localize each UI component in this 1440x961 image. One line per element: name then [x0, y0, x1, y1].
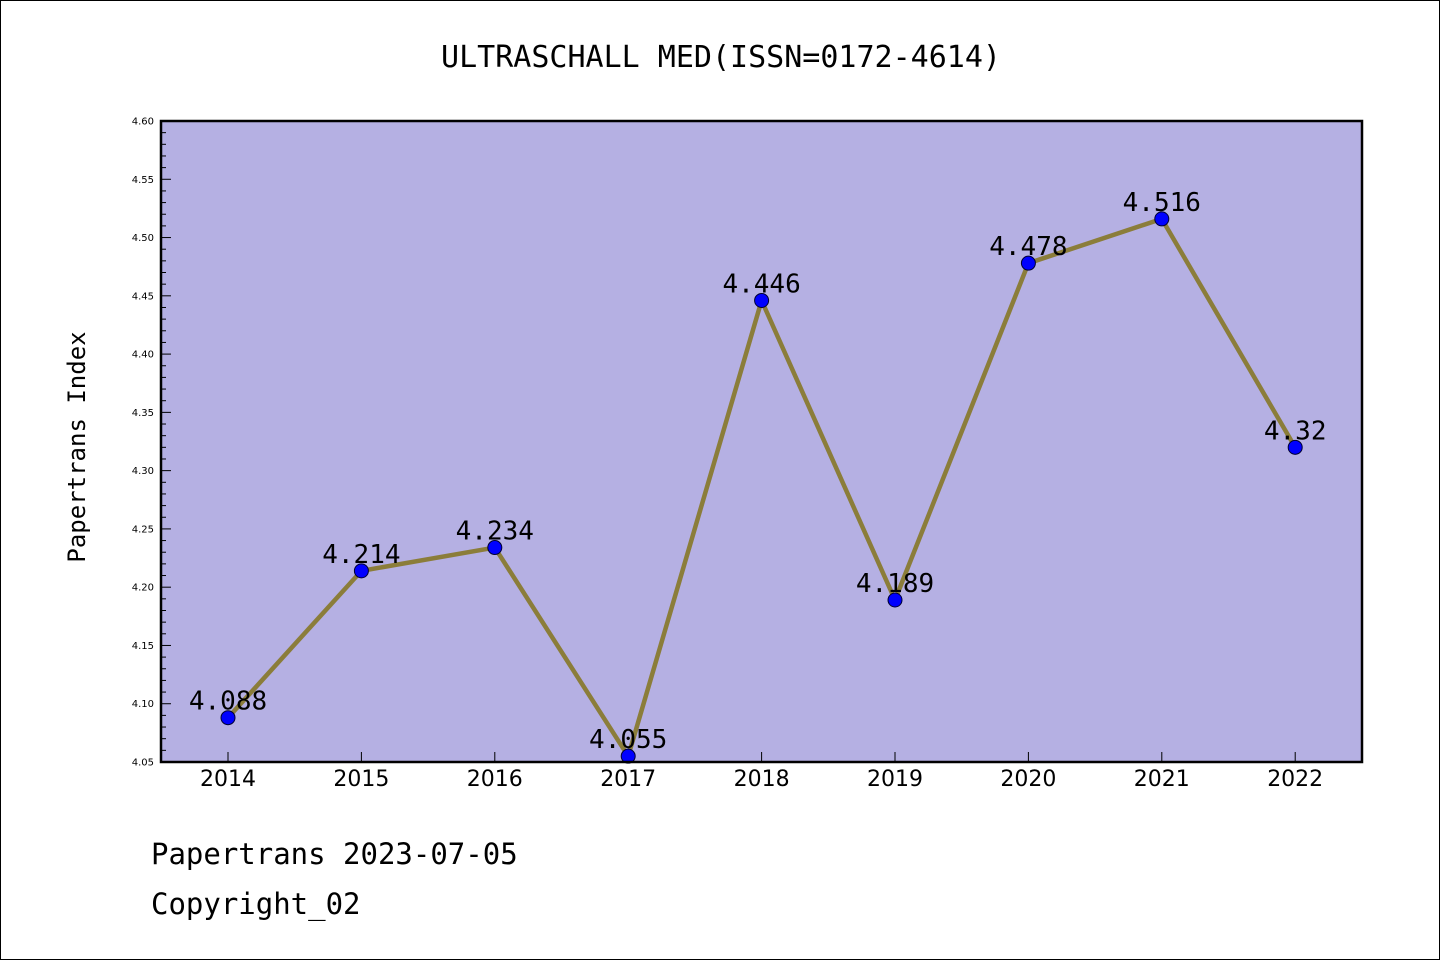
- footer-date: Papertrans 2023-07-05: [151, 837, 518, 871]
- data-point: [1020, 255, 1036, 271]
- data-label: 4.055: [589, 725, 667, 755]
- x-tick-label: 2019: [867, 767, 923, 792]
- x-tick-label: 2018: [734, 767, 790, 792]
- data-point: [487, 540, 503, 556]
- data-label: 4.088: [189, 687, 267, 717]
- y-tick-label: 4.15: [132, 641, 154, 652]
- y-tick-label: 4.60: [132, 117, 154, 128]
- x-tick-label: 2021: [1134, 767, 1190, 792]
- y-tick-label: 4.25: [132, 524, 154, 535]
- y-tick-label: 4.10: [132, 699, 154, 710]
- y-tick-label: 4.35: [132, 408, 154, 419]
- y-axis-ticks: 4.05 4.10 4.15 4.20 4.25 4.30 4.35 4.40 4.45 4.50…: [132, 117, 171, 769]
- y-tick-label: 4.20: [132, 583, 154, 594]
- data-label: 4.32: [1264, 416, 1327, 446]
- data-label: 4.214: [322, 540, 400, 570]
- data-label: 4.189: [856, 569, 934, 599]
- y-tick-label: 4.55: [132, 175, 154, 186]
- y-tick-label: 4.45: [132, 291, 154, 302]
- data-label: 4.234: [456, 517, 534, 547]
- data-point: [220, 710, 236, 726]
- data-point: [1154, 211, 1170, 227]
- data-label: 4.446: [722, 269, 800, 299]
- data-label: 4.516: [1123, 188, 1201, 218]
- y-tick-label: 4.50: [132, 233, 154, 244]
- x-tick-label: 2014: [200, 767, 256, 792]
- data-label: 4.478: [989, 232, 1067, 262]
- data-points: [220, 211, 1303, 764]
- plot-frame: [159, 119, 1364, 764]
- data-point: [754, 292, 770, 308]
- chart-title: ULTRASCHALL MED(ISSN=0172-4614): [441, 40, 1001, 75]
- plot-area: [161, 121, 1362, 762]
- x-axis-ticks: 2014 2015 2016 2017 2018 2019 2020 2021 2022: [200, 752, 1323, 792]
- x-tick-label: 2016: [467, 767, 523, 792]
- y-axis-label: Papertrans Index: [63, 331, 91, 562]
- x-tick-label: 2015: [333, 767, 389, 792]
- y-tick-label: 4.05: [132, 758, 154, 769]
- x-tick-label: 2022: [1267, 767, 1323, 792]
- y-tick-label: 4.30: [132, 466, 154, 477]
- data-point: [887, 592, 903, 608]
- x-tick-label: 2020: [1000, 767, 1056, 792]
- data-point: [353, 563, 369, 579]
- y-tick-label: 4.40: [132, 350, 154, 361]
- data-point: [1287, 439, 1303, 455]
- data-labels: 4.088 4.214 4.234 4.055 4.446 4.189 4.478 4.516…: [189, 188, 1327, 755]
- x-tick-label: 2017: [600, 767, 656, 792]
- footer-copyright: Copyright_02: [151, 887, 361, 921]
